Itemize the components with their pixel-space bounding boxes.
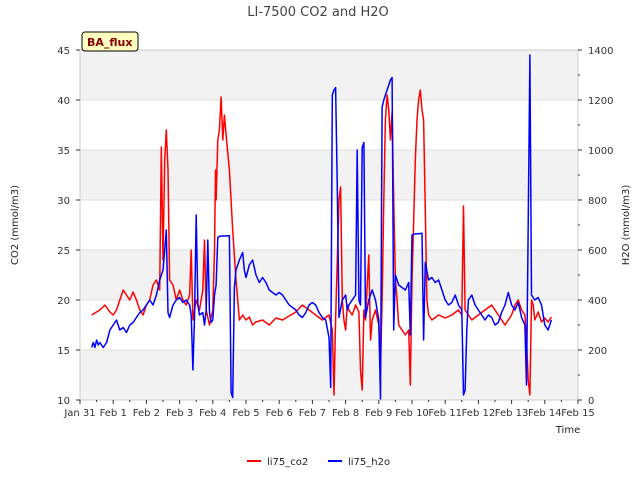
y-left-tick-label: 35 [57,146,70,157]
x-axis-label: Time [555,425,580,436]
x-tick-label: Feb 9 [365,408,392,419]
legend-label-co2: li75_co2 [267,457,308,468]
plot-band [80,250,578,300]
x-tick-label: Feb 1 [100,408,127,419]
plot-background [80,50,578,400]
legend: li75_co2 li75_h2o [247,457,390,468]
x-tick-label: Feb 5 [232,408,259,419]
x-tick-label: Feb 6 [266,408,293,419]
x-tick-label: Feb 15 [561,408,595,419]
y-right-tick-label: 400 [588,296,607,307]
axes: Jan 31 Feb 1 Feb 2 Feb 3 Feb 4 Feb 5 Feb 6 Feb … [57,46,613,419]
plot-band [80,150,578,200]
series-line-li75_h2o [90,54,553,401]
y-left-tick-label: 25 [57,246,70,257]
badge: BA_flux [81,31,139,52]
y-right-tick-label: 800 [588,196,607,207]
x-tick-label: Feb 7 [299,408,326,419]
y-left-tick-label: 10 [57,396,70,407]
y-left-tick-label: 45 [57,46,70,57]
y-right-tick-label: 1200 [588,96,613,107]
y-right-tick-label: 1400 [588,46,613,57]
x-tick-label: Jan 31 [63,408,95,419]
y-left-tick-label: 15 [57,346,70,357]
plot-band [80,50,578,100]
y-right-tick-label: 200 [588,346,607,357]
y-right-tick-label: 1000 [588,146,613,157]
y-axis-left-label: CO2 (mmol/m3) [10,185,21,265]
legend-label-h2o: li75_h2o [348,457,390,468]
y-left-tick-label: 40 [57,96,70,107]
x-tick-label: Feb 2 [133,408,160,419]
x-tick-label: Feb 13 [495,408,529,419]
x-tick-label: Feb 3 [166,408,193,419]
y-axis-right-label: H2O (mmol/m3) [621,185,632,266]
chart-title: LI-7500 CO2 and H2O [247,5,389,20]
y-right-tick-label: 600 [588,246,607,257]
y-left-tick-label: 30 [57,196,70,207]
x-tick-label: Feb 4 [199,408,226,419]
x-tick-label: Feb 12 [462,408,496,419]
y-left-tick-label: 20 [57,296,70,307]
y-right-tick-label: 0 [588,396,594,407]
x-tick-label: Feb 10 [395,408,429,419]
series-layer [90,54,553,401]
x-tick-label: Feb 14 [528,408,562,419]
x-tick-label: Feb 8 [332,408,359,419]
x-tick-label: Feb 11 [428,408,462,419]
badge-label: BA_flux [87,36,132,49]
badge-box [81,31,139,52]
